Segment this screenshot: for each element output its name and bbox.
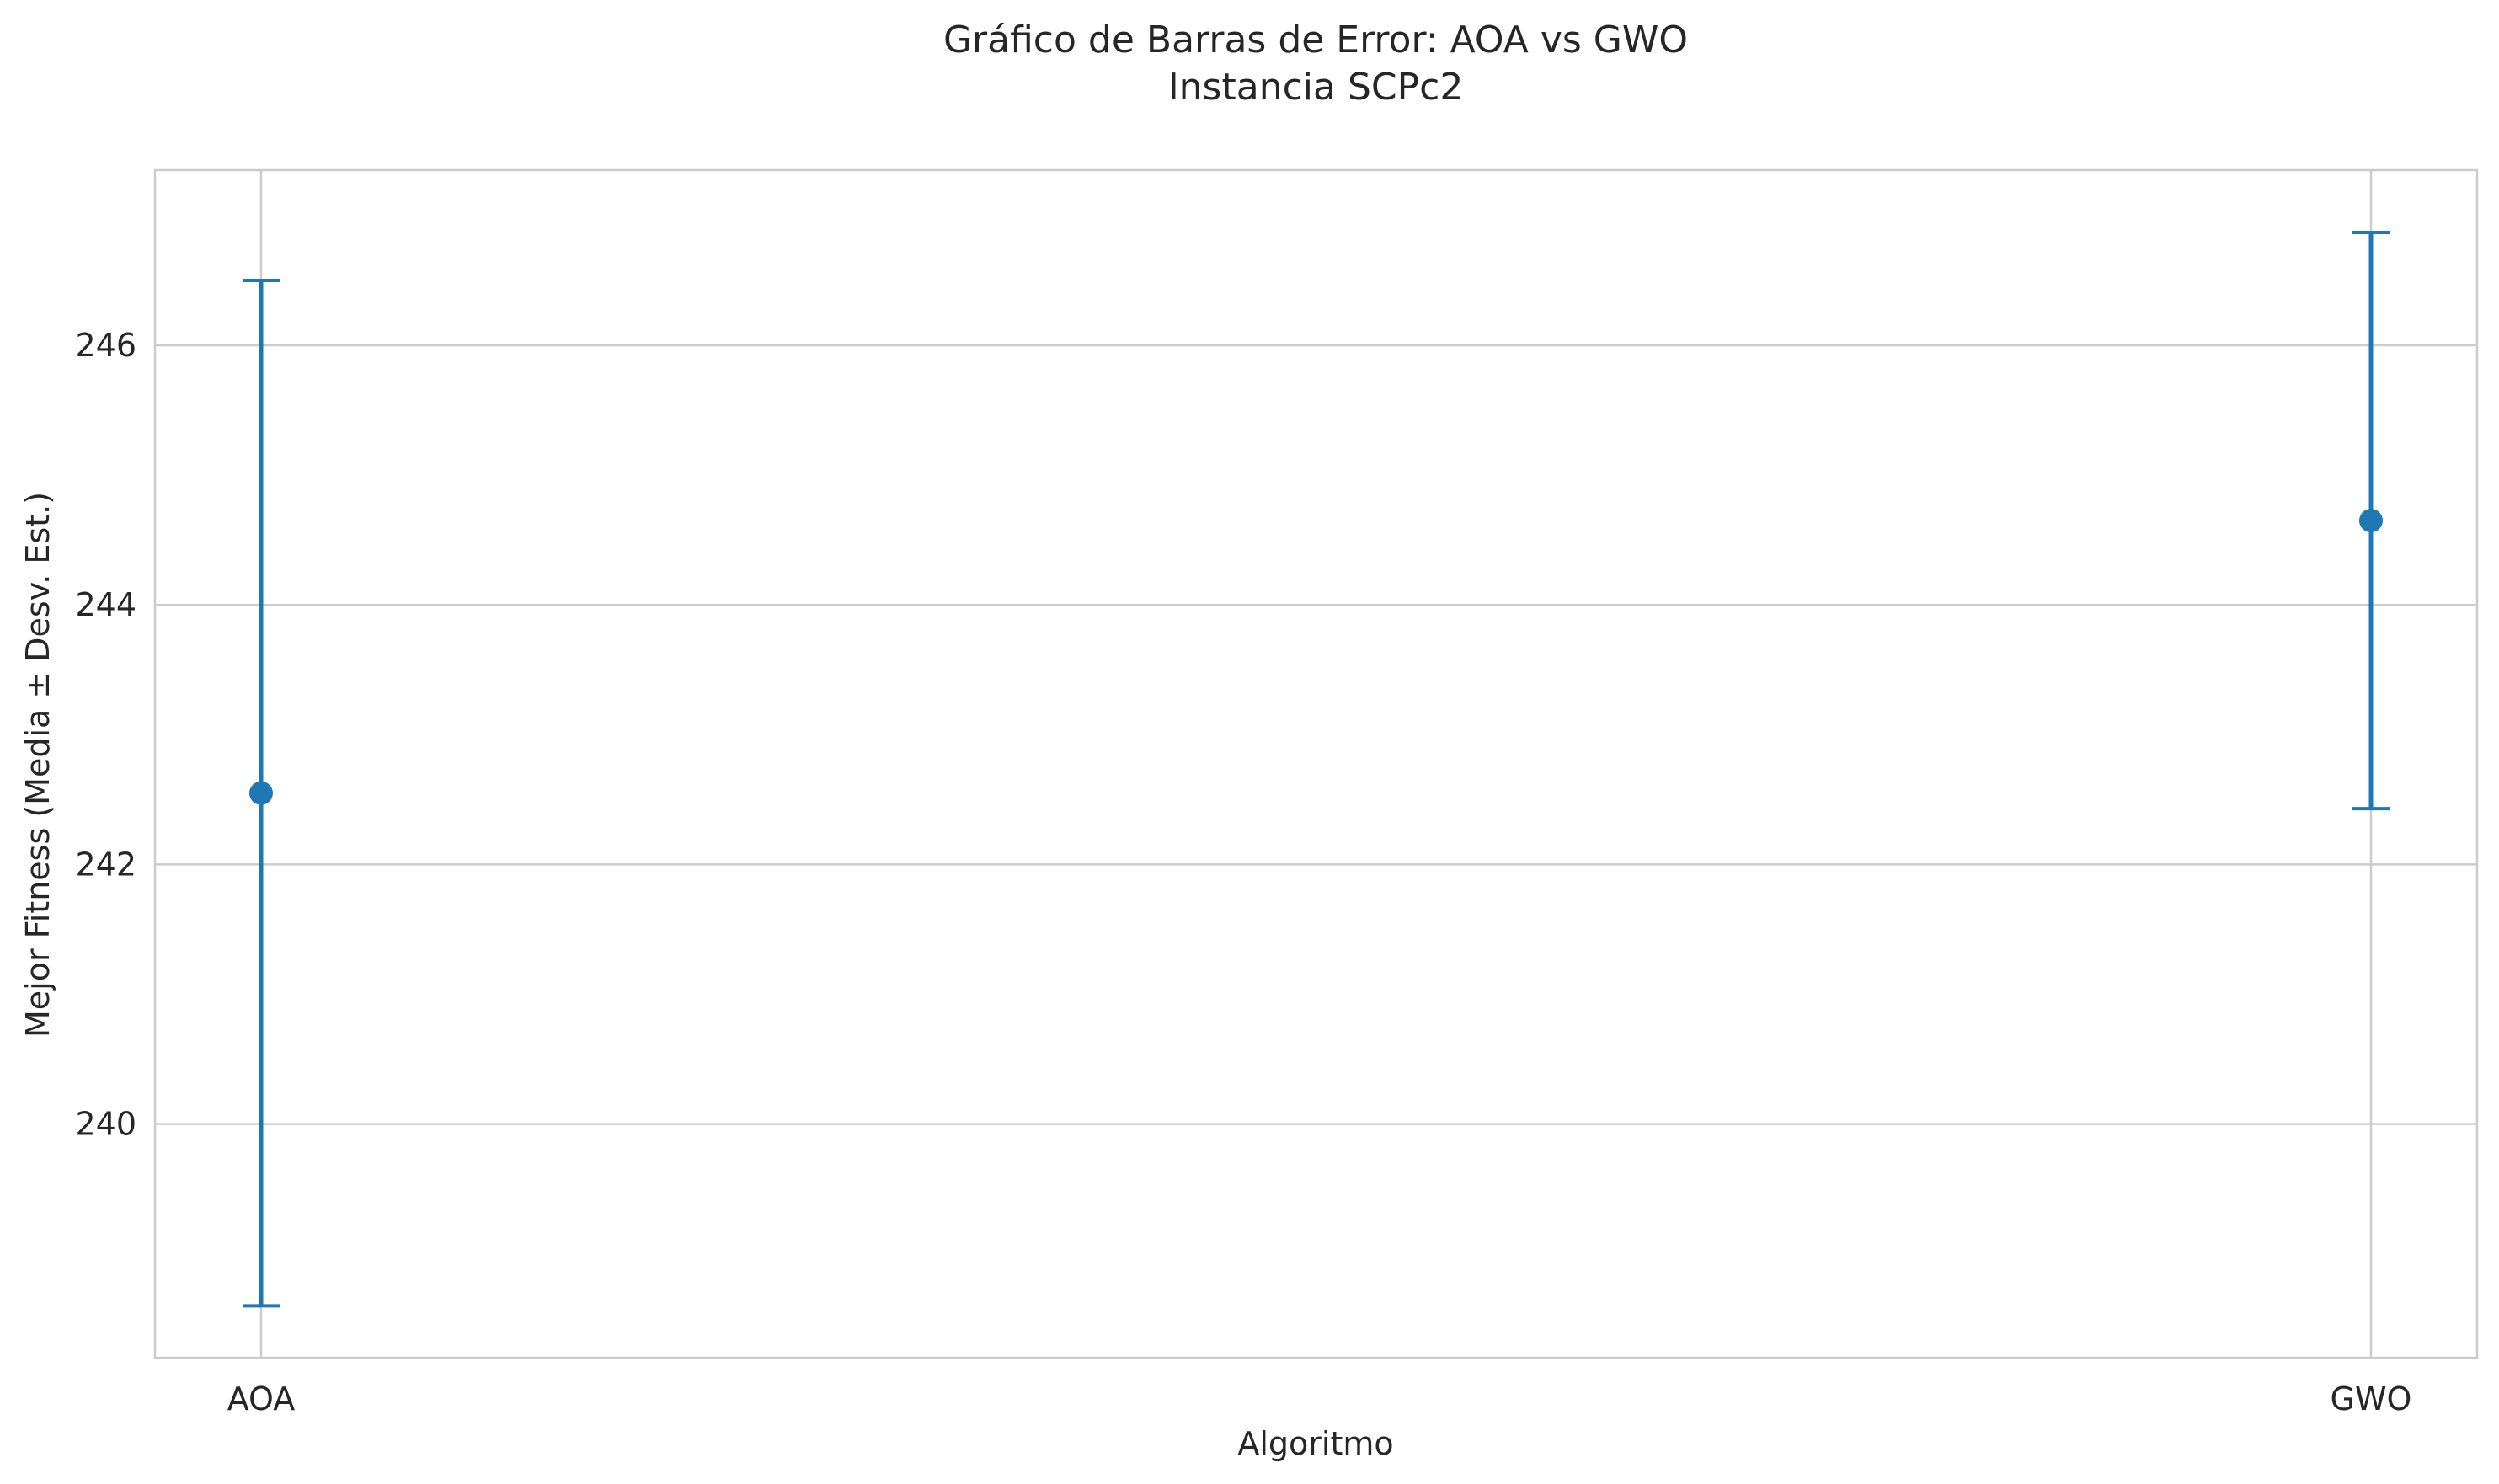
plot-frame <box>153 168 2479 1359</box>
y-tick-label: 246 <box>75 327 136 364</box>
y-tick-label: 240 <box>75 1106 136 1143</box>
x-axis-label: Algoritmo <box>1237 1425 1393 1462</box>
error-series <box>243 230 2390 1308</box>
y-tick-labels: 240 242 244 246 <box>75 327 136 1143</box>
x-tick-label: GWO <box>2331 1380 2412 1417</box>
mean-point-aoa <box>249 781 273 805</box>
y-axis-label: Mejor Fitness (Media ± Desv. Est.) <box>19 492 56 1038</box>
y-tick-label: 244 <box>75 586 136 623</box>
chart-subtitle: Instancia SCPc2 <box>1168 66 1464 109</box>
mean-point-gwo <box>2359 509 2383 533</box>
x-tick-label: AOA <box>227 1380 296 1417</box>
x-tick-labels: AOA GWO <box>227 1380 2412 1417</box>
chart-title: Gráfico de Barras de Error: AOA vs GWO <box>943 19 1688 61</box>
y-tick-label: 242 <box>75 846 136 883</box>
